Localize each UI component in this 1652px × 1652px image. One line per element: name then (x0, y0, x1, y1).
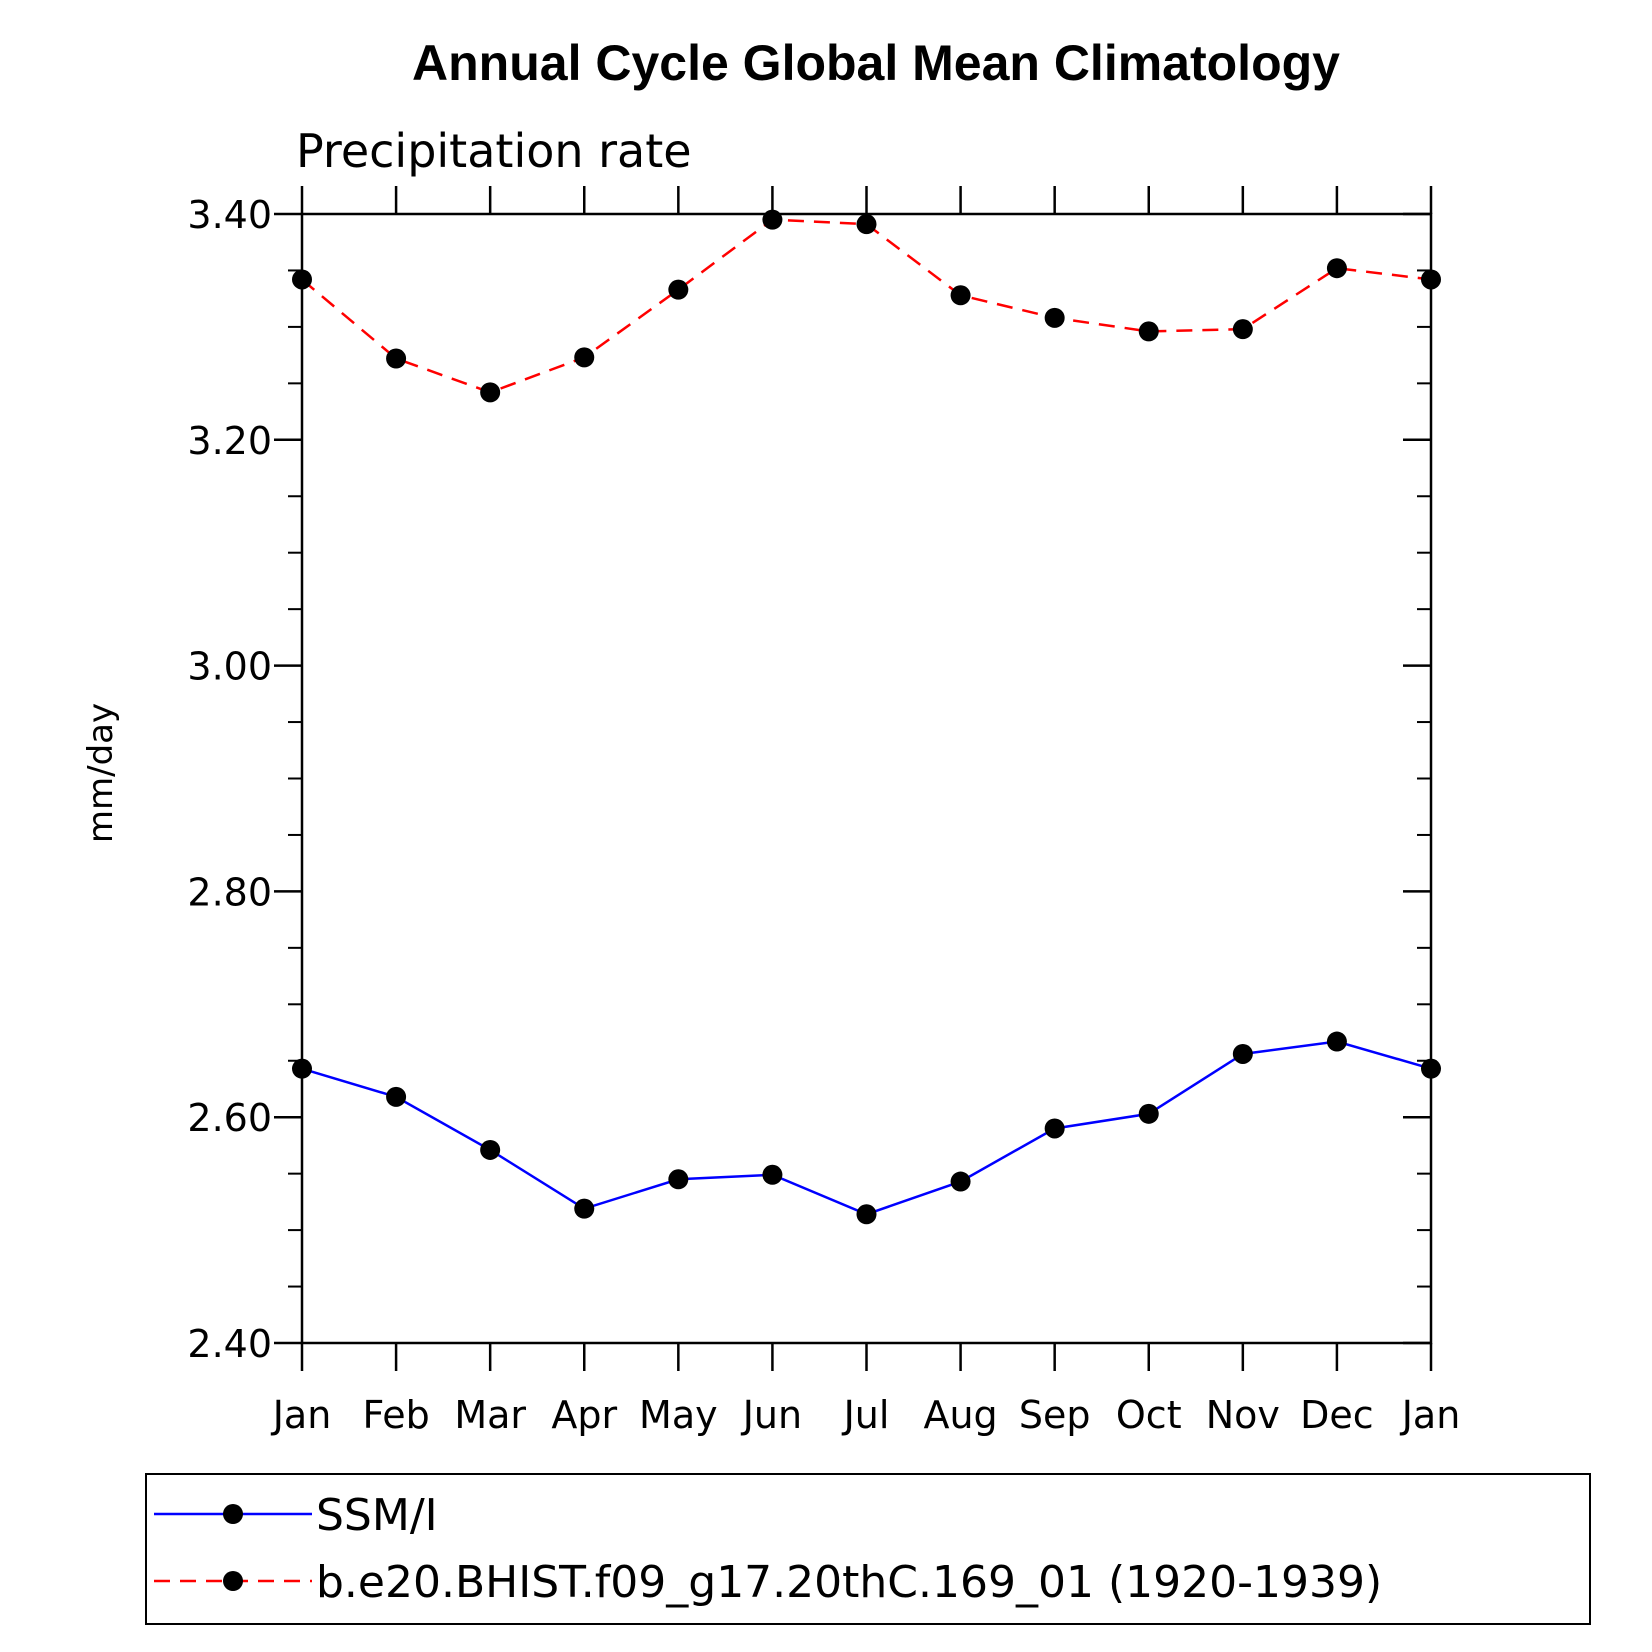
data-point (1326, 1031, 1347, 1052)
data-point (856, 1204, 877, 1225)
x-tick-label: Jun (741, 1393, 802, 1437)
legend-marker-2 (223, 1571, 243, 1591)
data-point (950, 285, 971, 306)
x-tick-label: Nov (1206, 1393, 1280, 1437)
data-point (1421, 269, 1441, 290)
series-line-2 (301, 218, 1432, 394)
x-tick-label: Jul (842, 1393, 890, 1437)
data-point (292, 1058, 312, 1079)
data-point (292, 269, 312, 290)
data-point (668, 1169, 689, 1190)
legend-entries: SSM/I b.e20.BHIST.f09_g17.20thC.169_01 (1… (154, 1490, 1382, 1608)
y-tick-labels: 2.40 2.60 2.80 3.00 3.20 3.40 (187, 193, 272, 1366)
y-tick-label: 2.40 (187, 1322, 272, 1366)
data-point (480, 1139, 501, 1160)
y-tick-label: 3.40 (187, 193, 272, 237)
data-point (574, 1198, 595, 1219)
data-point (950, 1171, 971, 1192)
data-point (762, 1164, 783, 1185)
data-point (1232, 319, 1253, 340)
series-markers (292, 209, 1441, 1225)
y-axis-label: mm/day (81, 703, 121, 843)
data-point (574, 347, 595, 368)
data-point (1044, 307, 1065, 328)
series-lines (301, 218, 1432, 1216)
data-point (1421, 1058, 1441, 1079)
x-tick-label: May (639, 1393, 718, 1437)
y-tick-label: 2.80 (187, 870, 272, 914)
x-tick-label: Dec (1300, 1393, 1374, 1437)
y-tick-label: 2.60 (187, 1096, 272, 1140)
x-tick-label: Mar (454, 1393, 526, 1437)
legend: SSM/I b.e20.BHIST.f09_g17.20thC.169_01 (1… (145, 1473, 1591, 1625)
x-tick-label: Aug (923, 1393, 997, 1437)
x-tick-label: Apr (551, 1393, 617, 1437)
axis-ticks (274, 186, 1433, 1371)
legend-label-2: b.e20.BHIST.f09_g17.20thC.169_01 (1920-1… (316, 1557, 1382, 1608)
legend-box (145, 1473, 1591, 1625)
x-tick-label: Jan (271, 1393, 332, 1437)
y-tick-label: 3.20 (187, 419, 272, 463)
series-line-1 (301, 1040, 1432, 1216)
data-point (386, 348, 407, 369)
data-point (386, 1086, 407, 1107)
legend-marker-1 (223, 1504, 243, 1524)
y-tick-label: 3.00 (187, 645, 272, 689)
x-tick-label: Sep (1019, 1393, 1091, 1437)
x-tick-label: Feb (362, 1393, 429, 1437)
legend-label-1: SSM/I (316, 1490, 438, 1541)
data-point (1044, 1118, 1065, 1139)
x-tick-label: Jan (1400, 1393, 1461, 1437)
data-point (1232, 1043, 1253, 1064)
data-point (480, 382, 501, 403)
plot-frame (300, 212, 1433, 1345)
data-point (1138, 1103, 1159, 1124)
data-point (762, 209, 783, 230)
data-point (668, 279, 689, 300)
data-point (1326, 258, 1347, 279)
chart-subtitle: Precipitation rate (296, 124, 692, 178)
data-point (1138, 321, 1159, 342)
chart-title: Annual Cycle Global Mean Climatology (412, 35, 1340, 91)
x-tick-labels: Jan Feb Mar Apr May Jun Jul Aug Sep Oct Nov Dec Jan (271, 1393, 1461, 1437)
x-tick-label: Oct (1116, 1393, 1182, 1437)
data-point (856, 214, 877, 235)
